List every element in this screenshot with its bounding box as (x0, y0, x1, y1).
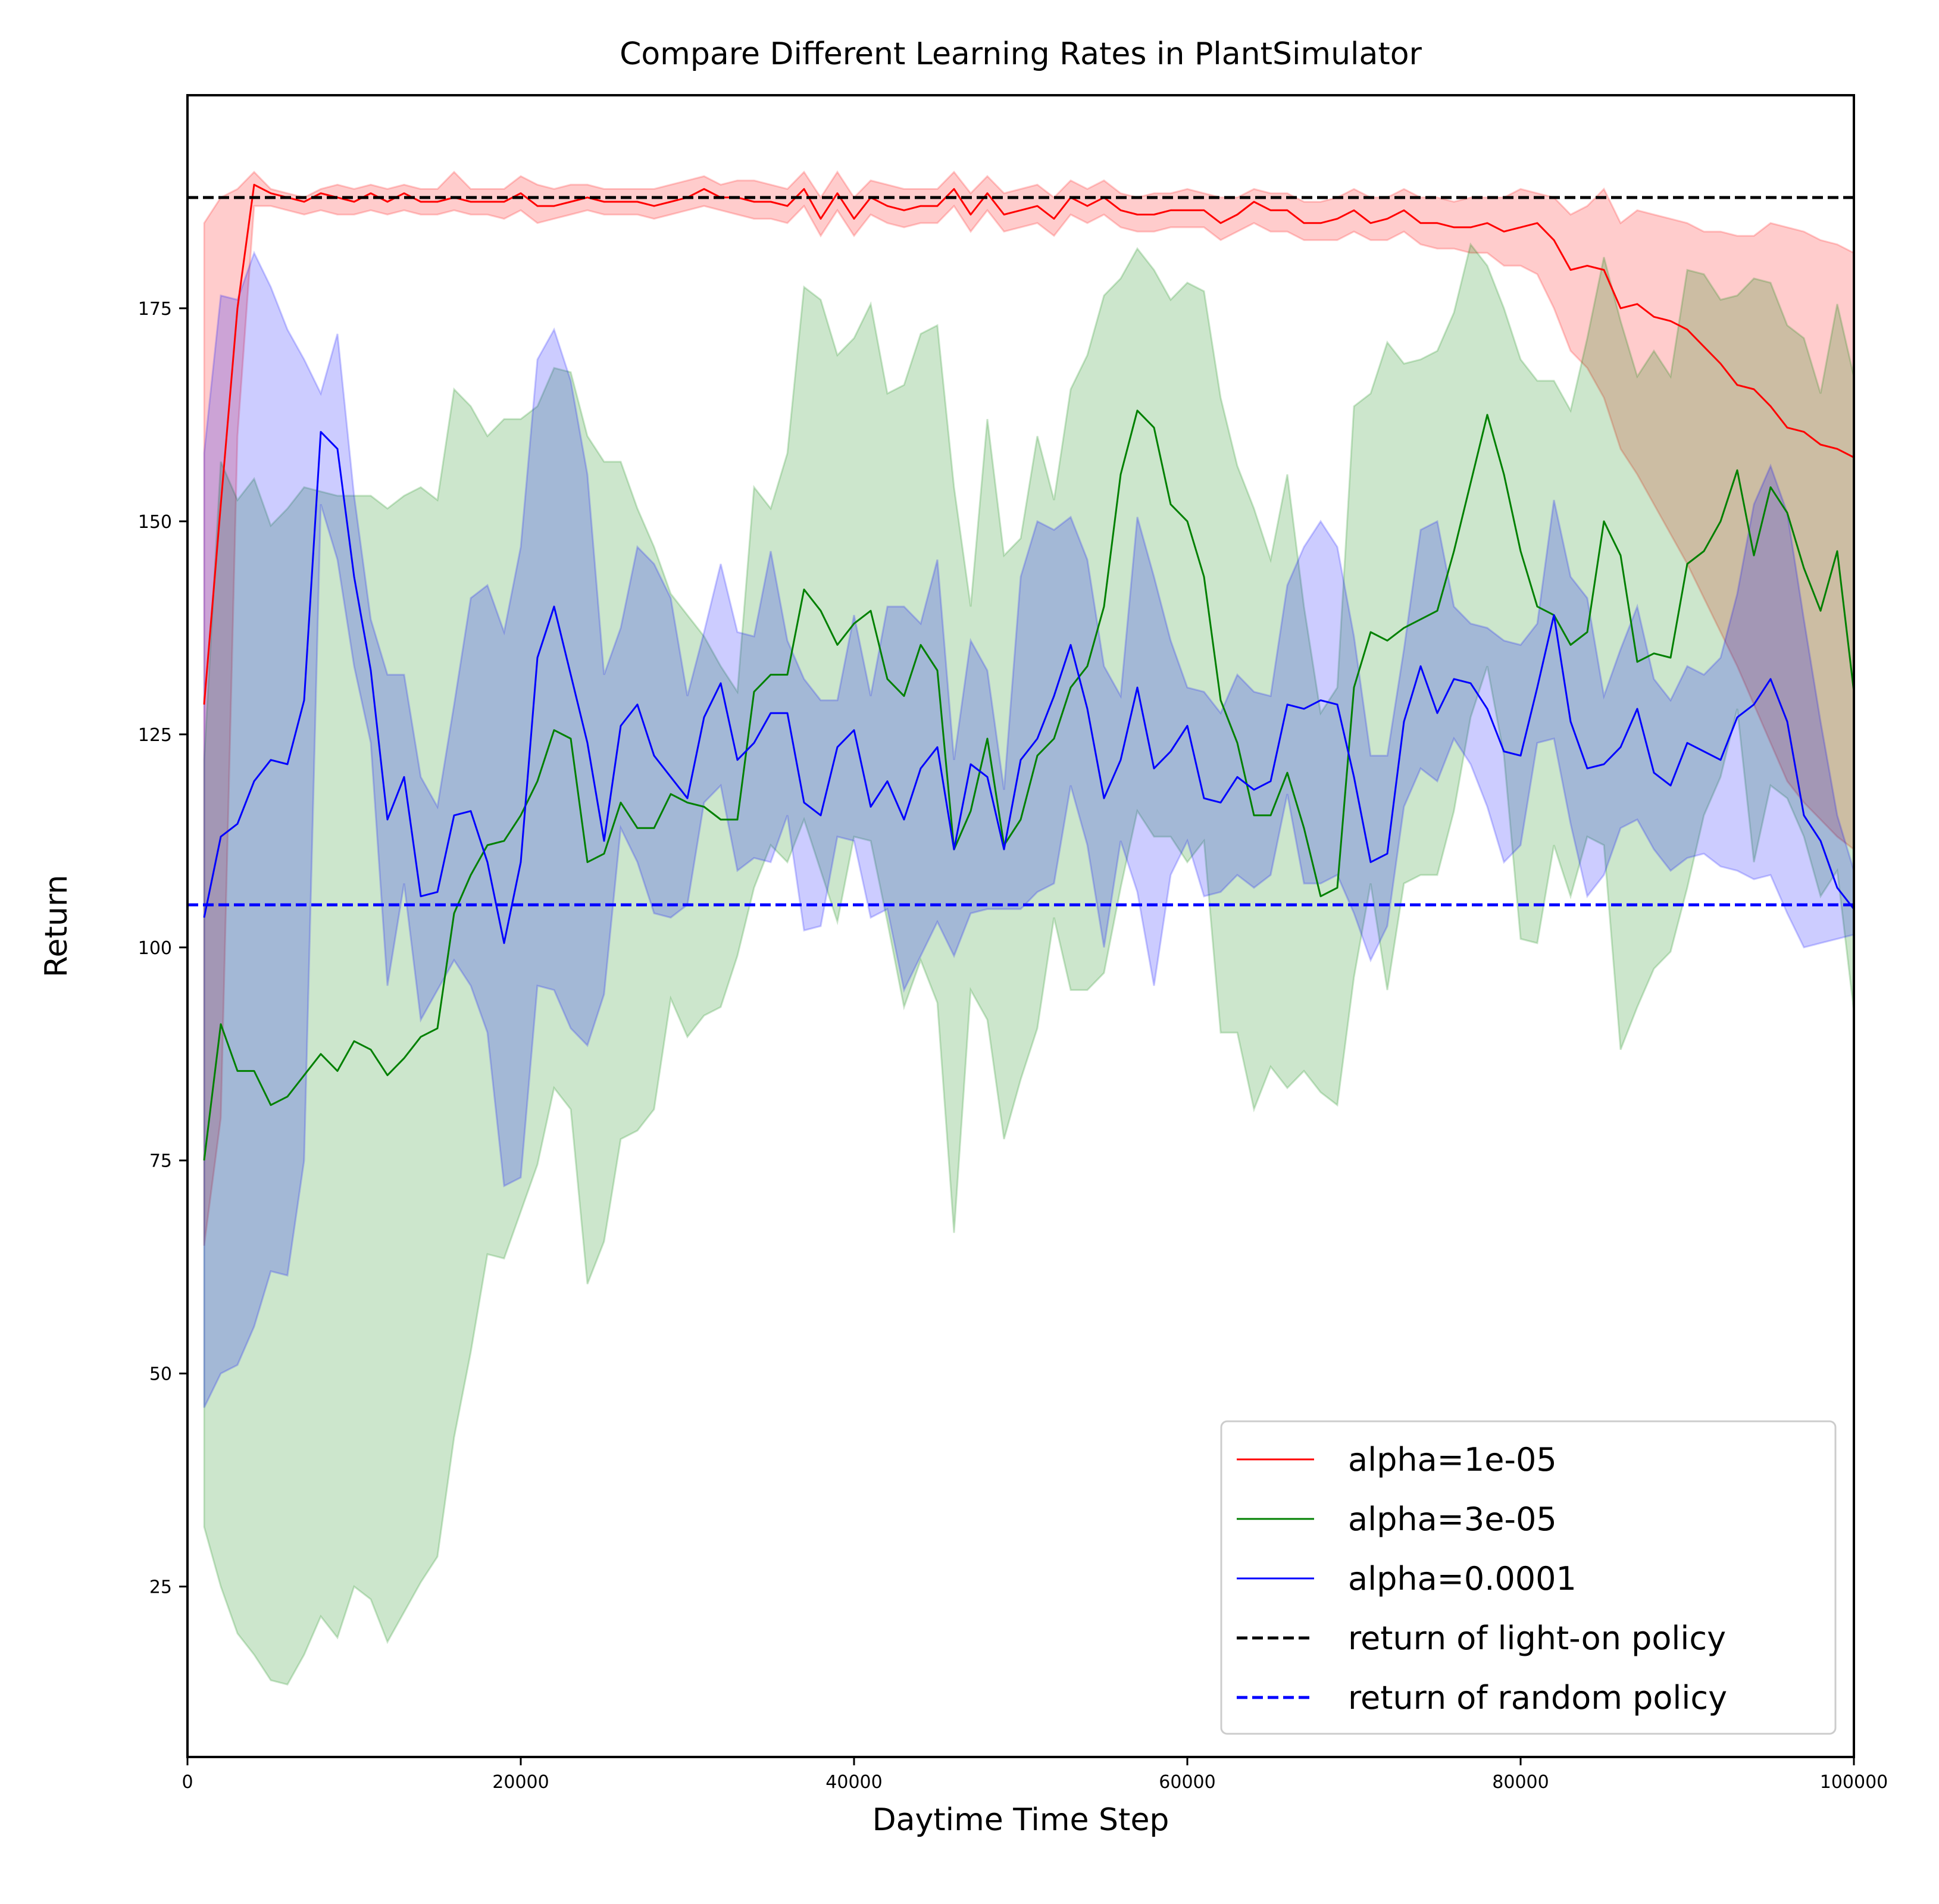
x-tick-label: 80000 (1492, 1772, 1549, 1793)
x-tick-label: 60000 (1159, 1772, 1215, 1793)
legend-box (1220, 1420, 1837, 1735)
legend-label: return of light-on policy (1348, 1620, 1726, 1657)
line-alpha-3e-05 (203, 409, 1855, 1161)
chart-title: Compare Different Learning Rates in Plan… (620, 36, 1422, 72)
y-axis-label: Return (39, 875, 74, 978)
y-tick-label: 150 (138, 512, 172, 533)
y-tick-label: 75 (149, 1151, 172, 1172)
x-axis-label: Daytime Time Step (872, 1802, 1169, 1838)
y-tick-label: 100 (138, 938, 172, 959)
legend-label: alpha=0.0001 (1348, 1560, 1577, 1597)
plot-frame (186, 94, 1855, 1758)
legend-entry-alpha-1e-05: alpha=1e-05 (1237, 1441, 1557, 1478)
series-lines (203, 183, 1855, 1161)
line-alpha-1e-05 (203, 183, 1854, 705)
x-tick-label: 100000 (1820, 1772, 1888, 1793)
x-tick-label: 40000 (825, 1772, 882, 1793)
legend-entry-alpha-0-0001: alpha=0.0001 (1237, 1560, 1577, 1597)
y-tick-label: 25 (149, 1577, 172, 1598)
legend-label: alpha=3e-05 (1348, 1500, 1557, 1538)
legend-label: alpha=1e-05 (1348, 1441, 1557, 1478)
legend-entry-return-of-light-on-policy: return of light-on policy (1237, 1620, 1726, 1657)
x-axis-ticks: 0 20000 40000 60000 80000 100000 (182, 1757, 1888, 1793)
line-alpha-0-0001 (203, 431, 1855, 945)
x-tick-label: 0 (182, 1772, 193, 1793)
x-tick-label: 20000 (492, 1772, 549, 1793)
y-axis-ticks: 25 50 75 100 125 150 175 (138, 299, 187, 1598)
legend: alpha=1e-05 alpha=3e-05 alpha=0.0001 return… (1220, 1420, 1837, 1735)
legend-entry-return-of-random-policy: return of random policy (1237, 1679, 1727, 1717)
legend-entries: alpha=1e-05 alpha=3e-05 alpha=0.0001 return… (1237, 1441, 1727, 1717)
legend-label: return of random policy (1348, 1679, 1727, 1717)
y-tick-label: 125 (138, 725, 172, 746)
y-tick-label: 50 (149, 1364, 172, 1385)
y-tick-label: 175 (138, 299, 172, 320)
legend-entry-alpha-3e-05: alpha=3e-05 (1237, 1500, 1557, 1538)
